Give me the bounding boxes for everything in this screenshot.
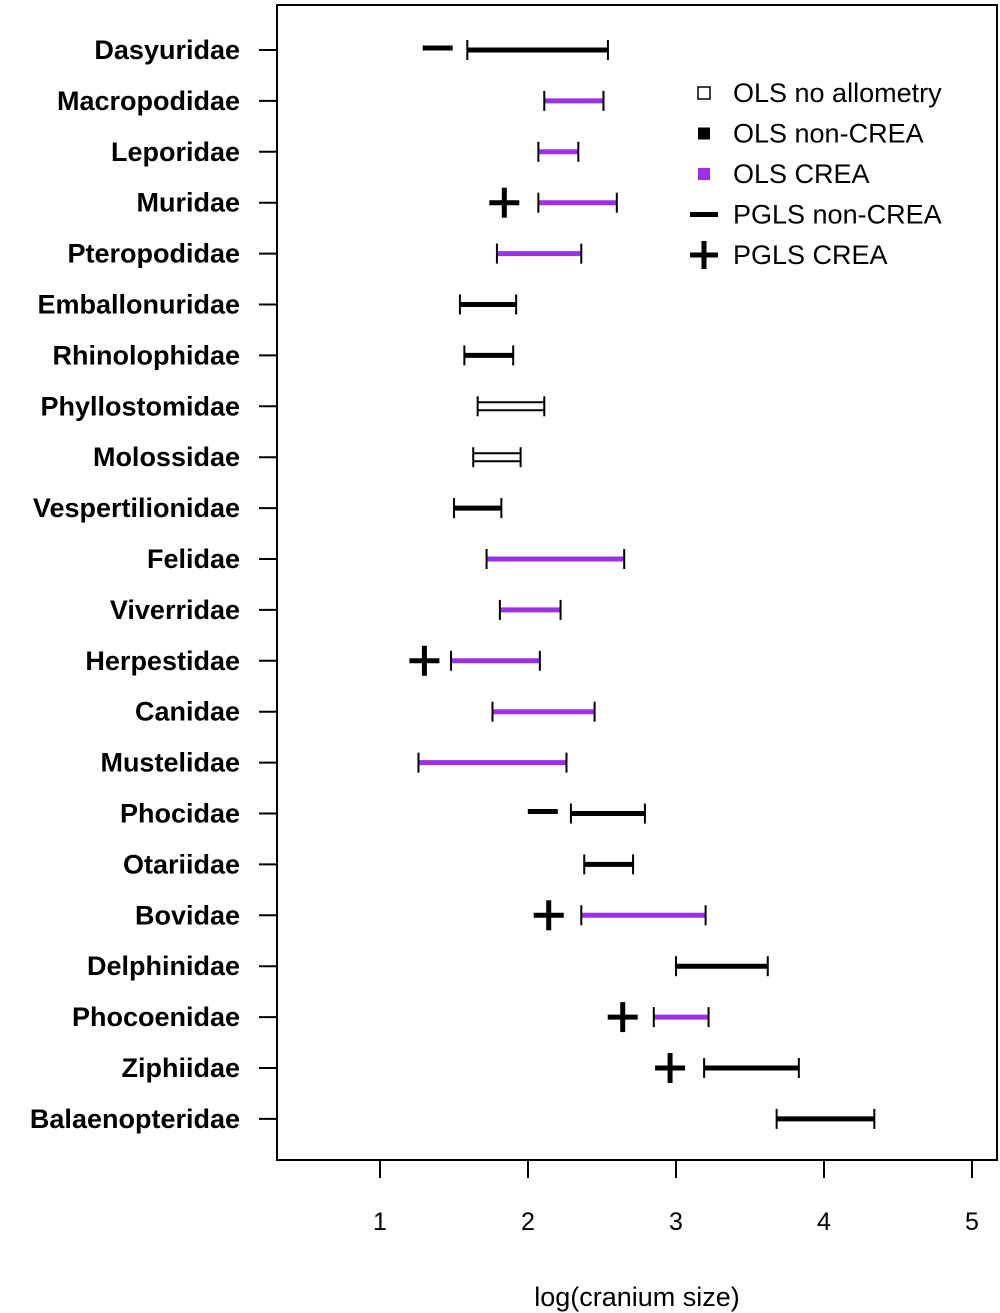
- y-tick-label: Vespertilionidae: [33, 493, 240, 523]
- y-tick-label: Macropodidae: [57, 86, 240, 116]
- y-tick-label: Molossidae: [93, 442, 240, 472]
- interval-otariidae: [583, 854, 635, 875]
- y-tick-label: Balaenopteridae: [30, 1104, 240, 1134]
- interval-muridae: [489, 187, 618, 218]
- interval-emballonuridae: [458, 294, 518, 315]
- interval-phocidae: [527, 803, 646, 824]
- y-tick-label: Felidae: [147, 544, 240, 574]
- legend-swatch: [698, 127, 710, 140]
- interval-leporidae: [537, 141, 580, 162]
- legend-item: OLS non-CREA: [698, 119, 924, 149]
- interval-canidae: [491, 701, 596, 722]
- legend-swatch: [698, 168, 710, 180]
- interval-pteropodidae: [495, 243, 583, 264]
- x-tick-label: 2: [521, 1208, 535, 1236]
- y-tick-label: Herpestidae: [85, 646, 240, 676]
- legend-item: PGLS non-CREA: [690, 200, 942, 230]
- legend-label: PGLS CREA: [733, 240, 888, 270]
- interval-molossidae: [472, 447, 522, 468]
- interval-bovidae: [533, 900, 707, 931]
- y-tick-label: Phocidae: [120, 799, 240, 829]
- interval-dasyuridae: [422, 40, 609, 60]
- legend-label: OLS no allometry: [733, 78, 942, 108]
- interval-delphinidae: [675, 956, 769, 977]
- legend-label: OLS non-CREA: [733, 119, 924, 149]
- y-tick-label: Delphinidae: [87, 951, 240, 981]
- y-tick-label: Viverridae: [110, 595, 240, 625]
- y-tick-label: Rhinolophidae: [53, 340, 240, 370]
- interval-balaenopteridae: [775, 1108, 876, 1129]
- y-tick-label: Phyllostomidae: [40, 391, 240, 421]
- interval-viverridae: [498, 599, 562, 620]
- y-tick-label: Ziphiidae: [121, 1053, 240, 1083]
- x-tick-label: 5: [965, 1208, 979, 1236]
- interval-rhinolophidae: [463, 345, 515, 366]
- plot-frame: [276, 4, 998, 1161]
- y-tick-label: Leporidae: [111, 137, 240, 167]
- x-axis-title: log(cranium size): [534, 1282, 740, 1312]
- y-tick-label: Emballonuridae: [37, 290, 240, 320]
- category-axis: Dasyuridae Macropodidae Leporidae Muridae Pt…: [30, 35, 277, 1134]
- legend-label: PGLS non-CREA: [733, 200, 942, 230]
- interval-phocoenidae: [607, 1002, 710, 1033]
- y-tick-label: Phocoenidae: [72, 1002, 240, 1032]
- y-tick-label: Pteropodidae: [67, 239, 240, 269]
- legend-item: OLS CREA: [698, 159, 870, 189]
- x-tick-label: 1: [373, 1208, 387, 1236]
- interval-vespertilionidae: [453, 498, 503, 519]
- y-tick-label: Canidae: [135, 697, 240, 727]
- interval-macropodidae: [543, 90, 605, 111]
- legend-item: OLS no allometry: [697, 78, 942, 108]
- x-axis: 1 2 3 4 5: [373, 1160, 979, 1236]
- interval-herpestidae: [409, 645, 541, 676]
- y-tick-label: Dasyuridae: [94, 35, 240, 65]
- x-tick-label: 3: [669, 1208, 683, 1236]
- legend-item: PGLS CREA: [690, 240, 888, 270]
- y-tick-label: Mustelidae: [100, 748, 240, 778]
- y-tick-label: Muridae: [136, 188, 240, 218]
- interval-felidae: [485, 549, 626, 569]
- interval-mustelidae: [417, 752, 568, 773]
- y-tick-label: Otariidae: [123, 849, 240, 879]
- interval-ziphiidae: [655, 1053, 800, 1083]
- y-tick-label: Bovidae: [135, 900, 240, 930]
- x-tick-label: 4: [817, 1208, 831, 1236]
- legend-label: OLS CREA: [733, 159, 870, 189]
- legend-swatch: [697, 86, 711, 100]
- plot-marks: [409, 40, 876, 1129]
- legend: OLS no allometry OLS non-CREA OLS CREA PGLS…: [690, 78, 942, 270]
- interval-phyllostomidae: [476, 396, 546, 417]
